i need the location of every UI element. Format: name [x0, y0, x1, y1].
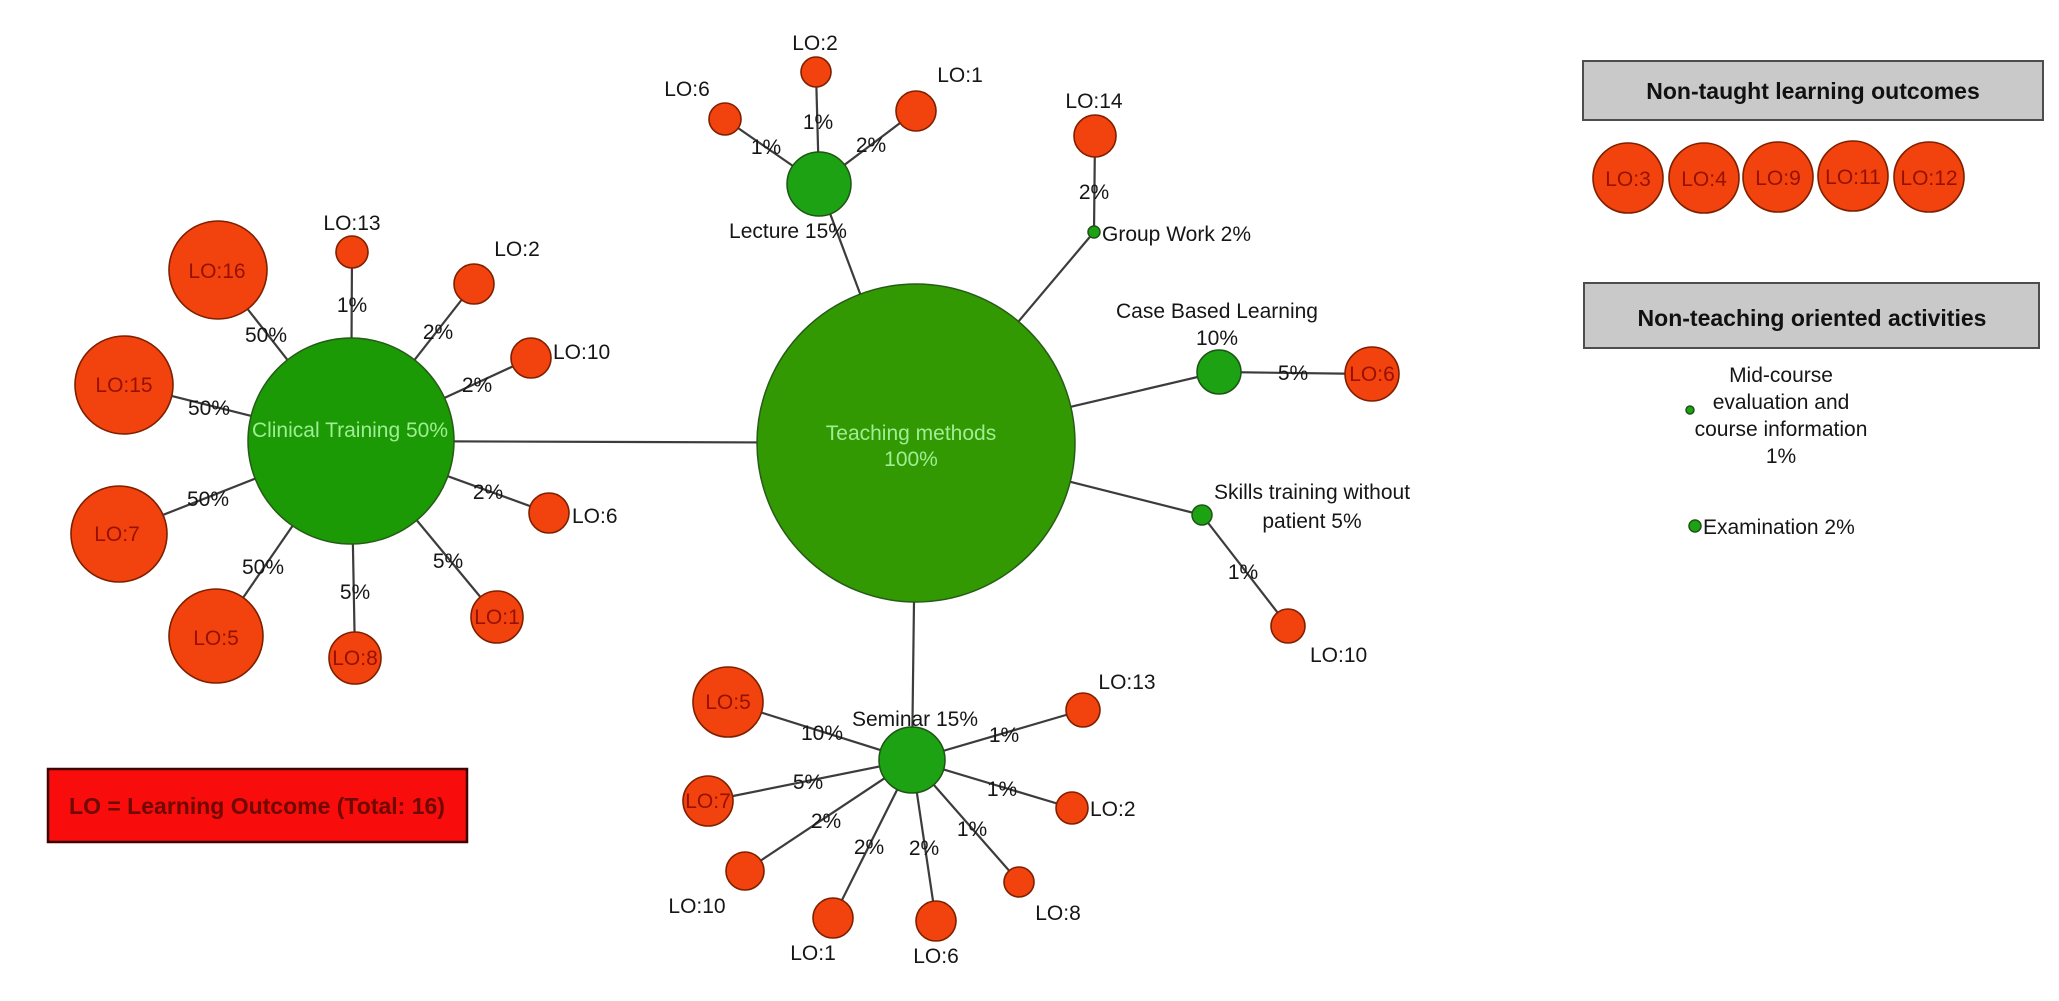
- svg-text:LO:7: LO:7: [685, 790, 731, 813]
- svg-text:LO:1: LO:1: [474, 606, 520, 629]
- svg-text:LO:9: LO:9: [1755, 167, 1801, 190]
- svg-text:2%: 2%: [854, 836, 884, 859]
- svg-text:1%: 1%: [989, 724, 1019, 747]
- svg-text:Non-taught learning outcomes: Non-taught learning outcomes: [1646, 78, 1980, 104]
- svg-text:LO:1: LO:1: [937, 64, 983, 87]
- svg-text:course information: course information: [1695, 418, 1868, 441]
- svg-text:1%: 1%: [337, 294, 367, 317]
- svg-text:10%: 10%: [1196, 327, 1238, 350]
- svg-text:LO:10: LO:10: [668, 895, 725, 918]
- svg-text:Group Work 2%: Group Work 2%: [1102, 223, 1251, 246]
- svg-text:100%: 100%: [884, 448, 938, 471]
- svg-text:LO:6: LO:6: [664, 78, 710, 101]
- svg-text:LO:3: LO:3: [1605, 168, 1651, 191]
- svg-text:2%: 2%: [1079, 181, 1109, 204]
- svg-text:LO:8: LO:8: [1035, 902, 1081, 925]
- svg-text:5%: 5%: [340, 581, 370, 604]
- svg-text:LO:8: LO:8: [332, 647, 378, 670]
- svg-text:1%: 1%: [957, 818, 987, 841]
- svg-text:10%: 10%: [801, 722, 843, 745]
- svg-text:50%: 50%: [245, 324, 287, 347]
- svg-text:LO:15: LO:15: [95, 374, 152, 397]
- svg-text:1%: 1%: [1766, 445, 1796, 468]
- svg-text:LO:13: LO:13: [1098, 671, 1155, 694]
- svg-text:Seminar 15%: Seminar 15%: [852, 708, 978, 731]
- svg-text:Non-teaching oriented activiti: Non-teaching oriented activities: [1638, 305, 1987, 331]
- svg-text:LO:10: LO:10: [553, 341, 610, 364]
- svg-text:LO:6: LO:6: [572, 505, 618, 528]
- svg-text:2%: 2%: [856, 134, 886, 157]
- svg-text:LO:7: LO:7: [94, 523, 140, 546]
- svg-text:LO:10: LO:10: [1310, 644, 1367, 667]
- svg-text:LO:12: LO:12: [1900, 167, 1957, 190]
- svg-text:2%: 2%: [811, 810, 841, 833]
- svg-text:LO:2: LO:2: [494, 238, 540, 261]
- svg-text:LO:6: LO:6: [913, 945, 959, 968]
- svg-text:2%: 2%: [909, 837, 939, 860]
- svg-text:LO:2: LO:2: [1090, 798, 1136, 821]
- svg-text:2%: 2%: [473, 481, 503, 504]
- svg-text:LO:1: LO:1: [790, 942, 836, 965]
- svg-text:5%: 5%: [433, 550, 463, 573]
- svg-text:Skills training without: Skills training without: [1214, 481, 1410, 504]
- svg-text:LO:4: LO:4: [1681, 168, 1727, 191]
- svg-text:Clinical Training 50%: Clinical Training 50%: [252, 419, 448, 442]
- svg-text:LO:11: LO:11: [1825, 166, 1881, 189]
- svg-text:50%: 50%: [242, 556, 284, 579]
- svg-text:patient 5%: patient 5%: [1262, 510, 1361, 533]
- svg-text:5%: 5%: [793, 771, 823, 794]
- svg-text:50%: 50%: [188, 397, 230, 420]
- svg-text:evaluation and: evaluation and: [1713, 391, 1850, 414]
- svg-text:LO:2: LO:2: [792, 32, 838, 55]
- svg-text:Examination 2%: Examination 2%: [1703, 516, 1855, 539]
- svg-text:LO:5: LO:5: [705, 691, 751, 714]
- svg-text:Lecture 15%: Lecture 15%: [729, 220, 847, 243]
- svg-text:LO:14: LO:14: [1065, 90, 1123, 113]
- svg-text:LO:13: LO:13: [323, 212, 380, 235]
- svg-text:Case Based Learning: Case Based Learning: [1116, 300, 1318, 323]
- svg-text:2%: 2%: [462, 374, 492, 397]
- svg-text:1%: 1%: [803, 111, 833, 134]
- svg-text:1%: 1%: [751, 136, 781, 159]
- svg-text:2%: 2%: [423, 321, 453, 344]
- svg-text:LO:16: LO:16: [188, 260, 245, 283]
- svg-text:Mid-course: Mid-course: [1729, 364, 1833, 387]
- svg-text:5%: 5%: [1278, 362, 1308, 385]
- svg-text:LO:5: LO:5: [193, 627, 239, 650]
- svg-text:1%: 1%: [987, 778, 1017, 801]
- svg-text:50%: 50%: [187, 488, 229, 511]
- svg-text:1%: 1%: [1228, 561, 1258, 584]
- svg-text:LO:6: LO:6: [1349, 363, 1395, 386]
- svg-text:LO = Learning Outcome (Total:: LO = Learning Outcome (Total: 16): [69, 793, 445, 819]
- svg-text:Teaching methods: Teaching methods: [826, 422, 996, 445]
